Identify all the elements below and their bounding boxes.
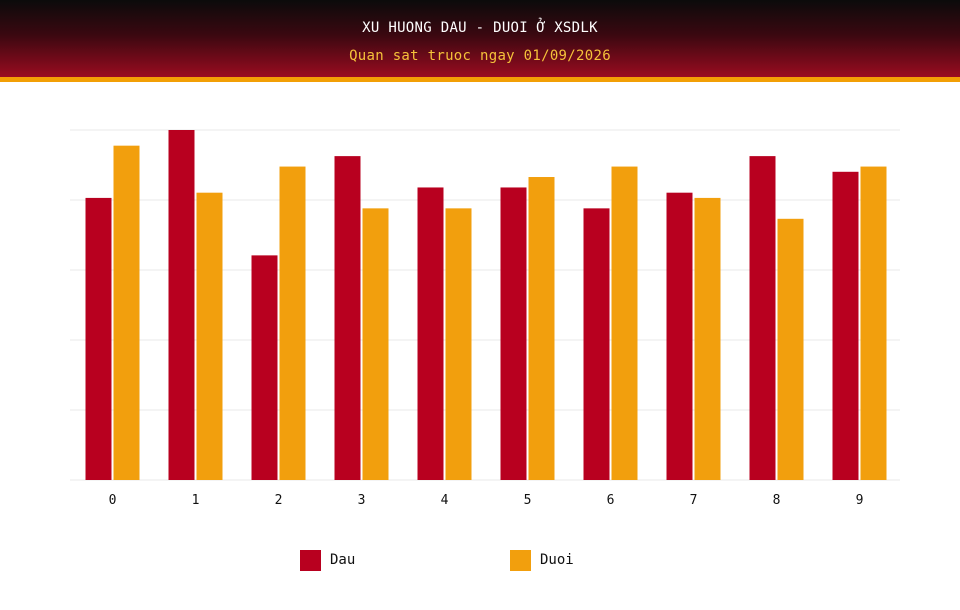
bar-duoi-8[interactable] [777,218,804,480]
bar-duoi-3[interactable] [362,208,389,480]
x-tick-label-7: 7 [690,493,698,508]
bar-dau-0[interactable] [85,197,112,480]
bar-dau-7[interactable] [666,192,693,480]
chart-legend: Dau Duoi [0,548,960,574]
bar-duoi-6[interactable] [611,166,638,480]
bar-duoi-4[interactable] [445,208,472,480]
bar-dau-3[interactable] [334,156,361,481]
bar-dau-9[interactable] [832,171,859,480]
legend-label-duoi: Duoi [540,552,574,568]
bar-duoi-9[interactable] [860,166,887,480]
bar-dau-4[interactable] [417,187,444,480]
bar-dau-8[interactable] [749,156,776,481]
chart-header: XU HUONG DAU - DUOI Ở XSDLK Quan sat tru… [0,0,960,82]
legend-item-dau[interactable]: Dau [300,548,355,572]
legend-item-duoi[interactable]: Duoi [510,548,574,572]
x-tick-label-8: 8 [773,493,781,508]
bar-duoi-5[interactable] [528,177,555,480]
x-tick-label-4: 4 [441,493,449,508]
bar-duoi-0[interactable] [113,145,140,481]
chart-subtitle: Quan sat truoc ngay 01/09/2026 [349,48,611,64]
x-tick-label-6: 6 [607,493,615,508]
bar-dau-2[interactable] [251,255,278,480]
chart-title: XU HUONG DAU - DUOI Ở XSDLK [362,20,598,36]
x-tick-label-9: 9 [856,493,864,508]
legend-swatch-dau [300,549,321,571]
x-tick-label-3: 3 [358,493,366,508]
x-tick-label-1: 1 [192,493,200,508]
bar-duoi-7[interactable] [694,197,721,480]
bar-dau-6[interactable] [583,208,610,480]
x-tick-label-2: 2 [275,493,283,508]
bar-duoi-1[interactable] [196,192,223,480]
bar-dau-1[interactable] [168,130,195,480]
legend-swatch-duoi [510,549,531,571]
bar-duoi-2[interactable] [279,166,306,480]
legend-label-dau: Dau [330,552,356,568]
x-tick-label-5: 5 [524,493,532,508]
bar-dau-5[interactable] [500,187,527,480]
x-tick-label-0: 0 [109,493,117,508]
